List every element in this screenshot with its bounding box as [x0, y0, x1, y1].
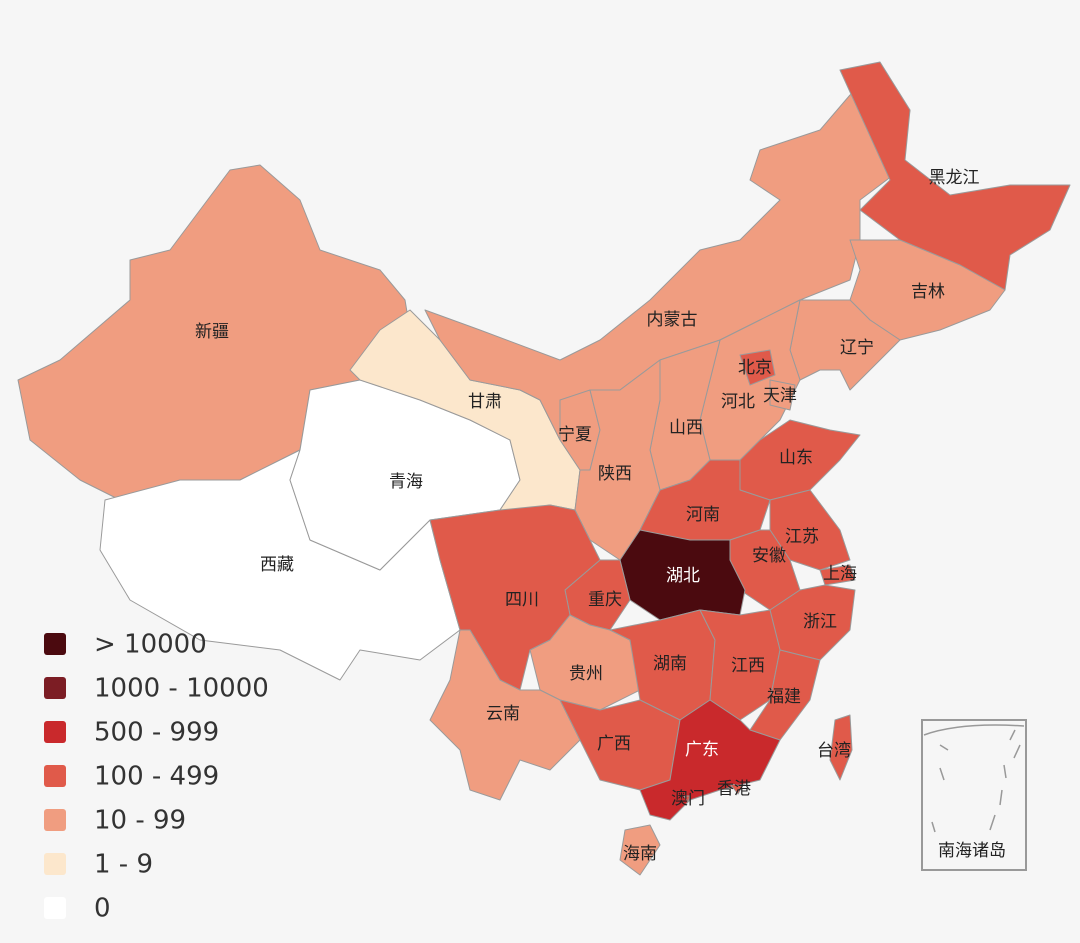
legend-label: > 10000: [94, 630, 207, 660]
province-taiwan: [829, 714, 853, 781]
region-label: 贵州: [569, 664, 603, 684]
region-label: 云南: [486, 704, 520, 724]
region-labels: 新疆 西藏 青海 甘肃 内蒙古 黑龙江 吉林 辽宁 河北 北京 天津 山西 宁夏…: [195, 168, 980, 864]
region-label: 吉林: [911, 282, 945, 302]
region-label: 内蒙古: [647, 310, 698, 330]
province-shanghai: [819, 564, 856, 586]
region-label: 山东: [779, 448, 813, 468]
region-label: 山西: [669, 418, 703, 438]
inset-frame: [921, 719, 1027, 871]
region-label: 河北: [721, 392, 755, 412]
province-heilongjiang: [839, 61, 1071, 291]
legend-label: 0: [94, 894, 111, 924]
legend: > 10000 1000 - 10000 500 - 999 100 - 499 10 …: [44, 630, 269, 924]
region-label: 江苏: [785, 527, 819, 547]
legend-swatch: [44, 721, 66, 743]
inset-islands: [923, 724, 1025, 833]
province-guangdong: [639, 699, 781, 821]
legend-label: 1000 - 10000: [94, 674, 269, 704]
region-label: 海南: [623, 844, 657, 864]
region-label: 湖北: [666, 566, 700, 586]
region-label: 重庆: [588, 590, 622, 610]
region-label: 黑龙江: [929, 168, 980, 188]
region-label: 安徽: [752, 546, 786, 566]
region-label: 天津: [763, 386, 797, 406]
province-hainan: [619, 824, 661, 876]
region-label: 四川: [505, 590, 539, 610]
inset-label: 南海诸岛: [938, 841, 1006, 861]
legend-label: 100 - 499: [94, 762, 219, 792]
region-label: 广西: [597, 734, 631, 754]
legend-swatch: [44, 677, 66, 699]
region-label: 上海: [823, 564, 857, 584]
province-yunnan: [429, 629, 581, 801]
region-label: 西藏: [260, 555, 294, 575]
region-label: 广东: [685, 740, 719, 760]
region-label: 河南: [686, 505, 720, 525]
region-label: 福建: [767, 687, 801, 707]
region-label: 澳门: [671, 789, 705, 809]
region-label: 江西: [731, 656, 765, 676]
region-label: 陕西: [598, 464, 632, 484]
province-beijing: [739, 349, 776, 386]
legend-label: 500 - 999: [94, 718, 219, 748]
legend-swatch: [44, 765, 66, 787]
region-label: 浙江: [803, 612, 837, 632]
region-label: 香港: [717, 779, 751, 799]
region-label: 新疆: [195, 322, 229, 342]
region-label: 甘肃: [468, 392, 502, 412]
region-label: 辽宁: [840, 338, 874, 358]
region-label: 台湾: [817, 741, 851, 761]
region-label: 宁夏: [558, 425, 592, 445]
province-hongkong: [729, 783, 743, 795]
legend-swatch: [44, 809, 66, 831]
legend-swatch: [44, 633, 66, 655]
province-tianjin: [769, 379, 796, 411]
legend-label: 10 - 99: [94, 806, 186, 836]
legend-swatch: [44, 897, 66, 919]
region-label: 青海: [389, 472, 423, 492]
south-china-sea-inset: 南海诸岛: [921, 719, 1027, 871]
provinces: [17, 61, 1071, 876]
province-jilin: [849, 239, 1006, 341]
province-macau: [683, 795, 691, 803]
legend-label: 1 - 9: [94, 850, 153, 880]
region-label: 湖南: [653, 654, 687, 674]
legend-swatch: [44, 853, 66, 875]
province-hubei: [619, 529, 746, 621]
region-label: 北京: [738, 358, 772, 378]
